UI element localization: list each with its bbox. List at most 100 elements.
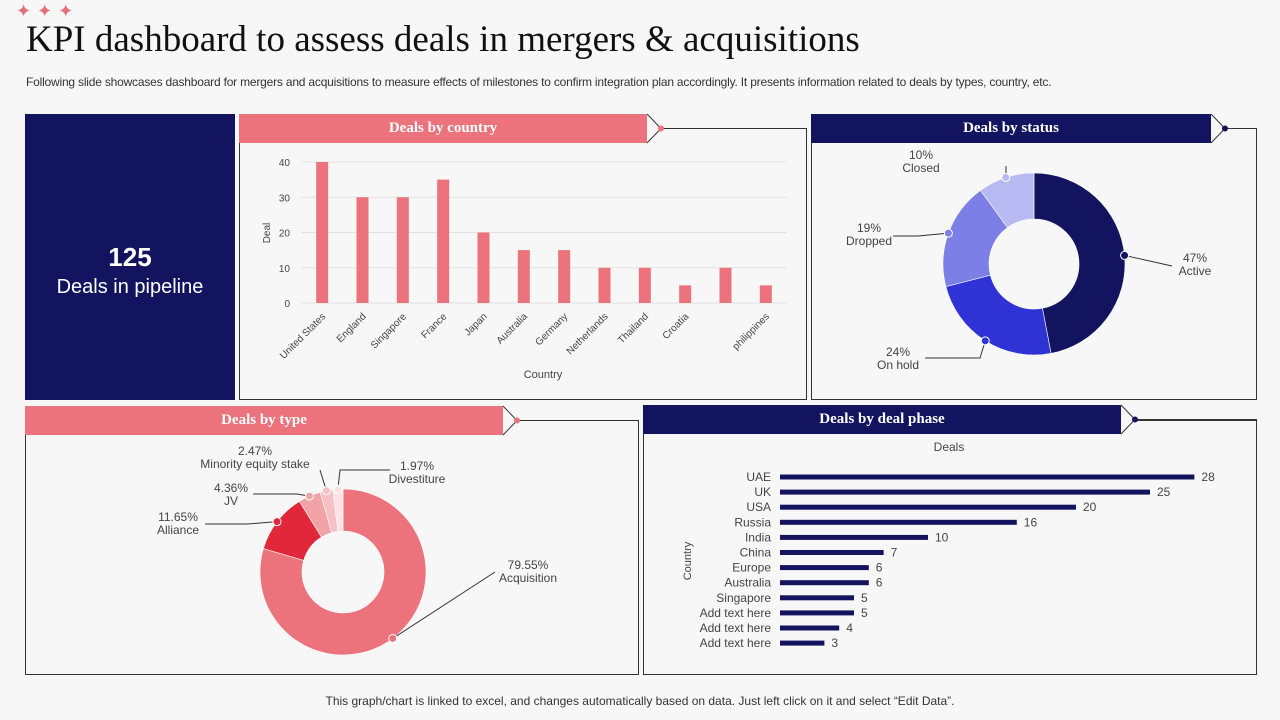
phase-value-label: 16	[1024, 515, 1038, 529]
country-bar	[477, 232, 490, 303]
phase-category-label: Australia	[724, 576, 771, 590]
status-slice	[1033, 172, 1126, 354]
phase-value-label: 5	[861, 606, 868, 620]
phase-value-label: 20	[1083, 500, 1097, 514]
country-bar	[679, 285, 692, 303]
country-bar	[356, 197, 369, 303]
type-leader-line	[253, 493, 310, 497]
type-marker	[304, 491, 314, 501]
page-subtitle: Following slide showcases dashboard for …	[26, 75, 1052, 89]
type-leader-line	[205, 521, 278, 525]
country-x-axis-label: Country	[524, 369, 563, 381]
status-leader-line	[893, 232, 949, 237]
country-bar	[517, 250, 530, 303]
phase-bar	[780, 519, 1017, 525]
phase-bar	[780, 504, 1076, 510]
phase-title: Deals by deal phase	[819, 411, 945, 427]
decorative-stars: ✦✦✦	[16, 1, 80, 22]
phase-category-label: Add text here	[700, 621, 772, 635]
phase-value-label: 10	[935, 530, 949, 544]
status-slice	[945, 274, 1052, 356]
country-bar	[316, 162, 329, 303]
country-y-tick: 20	[279, 229, 291, 240]
country-y-tick: 40	[279, 158, 291, 169]
phase-category-label: India	[745, 530, 771, 544]
phase-bar	[780, 534, 928, 540]
country-bar	[437, 179, 450, 303]
status-category-label: On hold	[877, 358, 919, 372]
country-x-tick: Croatia	[661, 311, 692, 342]
phase-value-label: 6	[876, 576, 883, 590]
country-title: Deals by country	[388, 120, 498, 136]
type-leader-line	[392, 571, 496, 639]
country-y-axis-label: Deal	[262, 223, 273, 244]
country-x-tick: Singapore	[369, 311, 409, 351]
country-y-tick: 0	[284, 299, 290, 310]
country-banner: Deals by country	[239, 114, 647, 143]
status-category-label: Active	[1179, 264, 1212, 278]
country-bar	[759, 285, 772, 303]
type-category-label: Alliance	[157, 523, 199, 537]
status-percent-label: 47%	[1183, 251, 1207, 265]
status-percent-label: 19%	[857, 221, 881, 235]
banner-dot	[1222, 125, 1228, 132]
type-category-label: Minority equity stake	[200, 457, 310, 471]
country-bar	[719, 267, 732, 303]
status-marker	[943, 228, 953, 238]
type-leader-line	[337, 469, 390, 490]
country-bar	[396, 197, 409, 303]
phase-category-label: Singapore	[716, 591, 771, 605]
type-category-label: Divestiture	[389, 472, 446, 486]
phase-bar	[780, 610, 854, 616]
banner-dot	[658, 125, 664, 132]
type-percent-label: 2.47%	[238, 444, 272, 458]
phase-bar	[780, 640, 825, 646]
type-percent-label: 1.97%	[400, 459, 434, 473]
phase-bar	[780, 489, 1150, 495]
type-marker	[388, 633, 398, 643]
type-marker	[321, 486, 331, 496]
kpi-label: Deals in pipeline	[56, 276, 204, 298]
status-marker	[1001, 172, 1011, 182]
page-title: KPI dashboard to assess deals in mergers…	[26, 19, 860, 60]
country-x-tick: Netherlands	[565, 311, 611, 357]
phase-bar	[780, 474, 1195, 480]
status-category-label: Dropped	[846, 234, 892, 248]
phase-category-label: UAE	[746, 470, 771, 484]
phase-bar	[780, 550, 884, 555]
type-percent-label: 11.65%	[158, 510, 198, 524]
phase-value-label: 7	[891, 546, 898, 560]
phase-category-label: USA	[746, 500, 771, 514]
status-percent-label: 10%	[909, 148, 933, 162]
type-slice	[259, 488, 427, 656]
country-x-tick: England	[335, 311, 369, 345]
phase-value-label: 28	[1201, 470, 1215, 484]
type-percent-label: 79.55%	[508, 558, 549, 572]
phase-value-label: 3	[831, 636, 838, 650]
country-bar	[638, 267, 651, 303]
phase-value-label: 25	[1157, 485, 1171, 499]
type-category-label: Acquisition	[499, 571, 557, 585]
kpi-value: 125	[108, 242, 152, 272]
status-category-label: Closed	[902, 161, 939, 175]
phase-series-title: Deals	[934, 440, 965, 454]
phase-value-label: 4	[846, 621, 853, 635]
country-x-tick: Germany	[533, 311, 570, 348]
phase-category-label: Russia	[734, 515, 771, 529]
country-x-tick: Australia	[495, 311, 531, 347]
type-percent-label: 4.36%	[214, 481, 248, 495]
country-x-tick: Thailand	[616, 311, 651, 346]
kpi-card: 125 Deals in pipeline	[25, 114, 235, 400]
country-bar	[598, 267, 611, 303]
country-y-tick: 30	[279, 193, 291, 204]
type-marker	[272, 517, 282, 527]
banner-dot	[514, 417, 520, 424]
phase-banner: Deals by deal phase	[643, 405, 1121, 434]
status-marker	[1120, 250, 1130, 260]
status-banner: Deals by status	[811, 114, 1211, 143]
type-title: Deals by type	[221, 412, 307, 428]
phase-category-label: Add text here	[700, 606, 772, 620]
phase-value-label: 6	[876, 561, 883, 575]
phase-value-label: 5	[861, 591, 868, 605]
